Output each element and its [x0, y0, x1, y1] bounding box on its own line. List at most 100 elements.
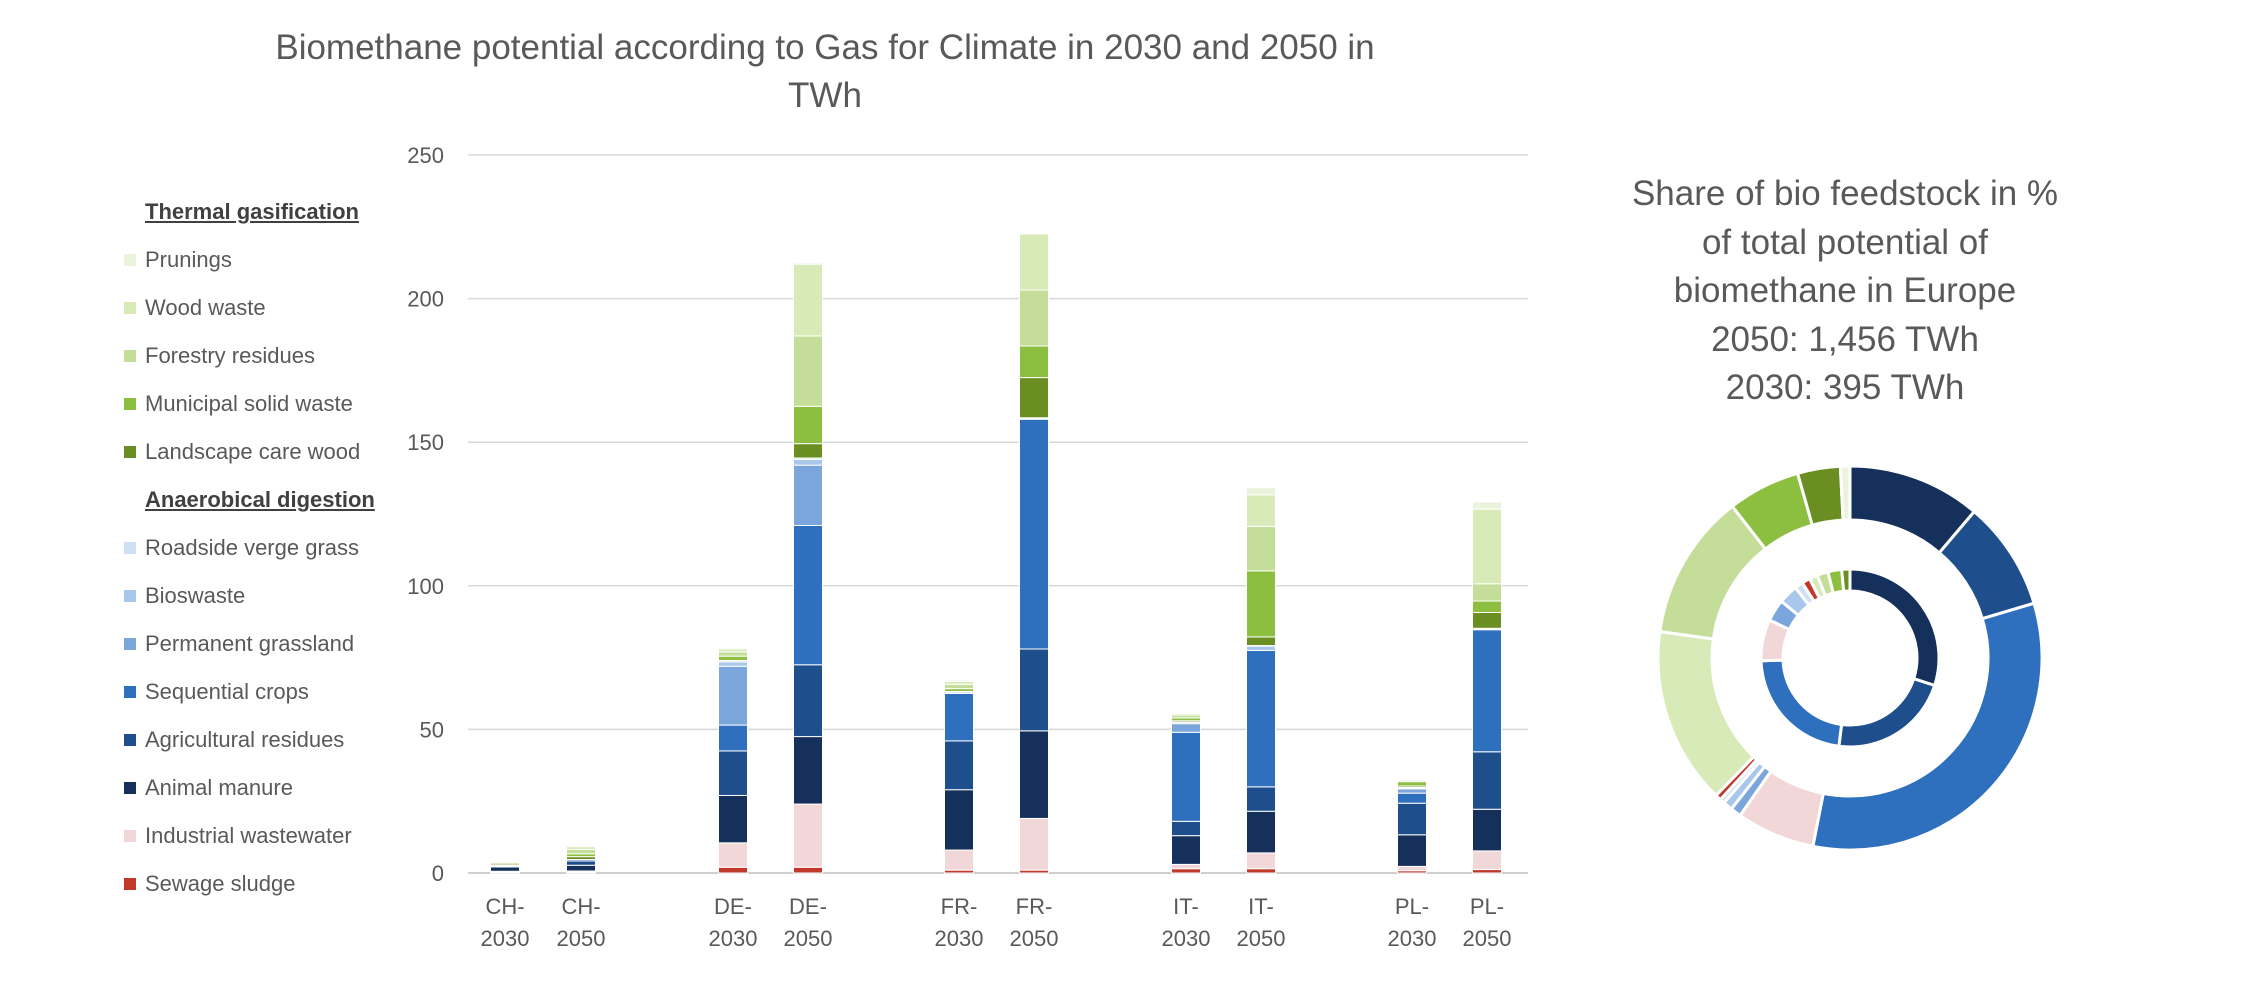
bar-segment-animal-manure: [793, 736, 823, 805]
bar-chart-title-line-2: TWh: [788, 76, 862, 115]
bar-segment-forestry-residues: [944, 683, 974, 690]
bar-segment-industrial-wastewater: [718, 842, 748, 868]
bar-stack-de-2050: [793, 262, 823, 874]
x-tick-label: IT-: [1173, 894, 1199, 919]
bar-segment-forestry-residues: [1472, 583, 1502, 602]
legend-label: Municipal solid waste: [145, 391, 353, 416]
bar-segment-wood-waste: [1472, 508, 1502, 585]
bar-segment-sewage-sludge: [1246, 868, 1276, 874]
x-tick-label: FR-: [941, 894, 978, 919]
bar-segment-prunings: [566, 845, 596, 848]
bar-segment-animal-manure: [718, 794, 748, 844]
legend-item-roadside-verge-grass: Roadside verge grass: [122, 524, 422, 572]
bar-segment-forestry-residues: [1019, 289, 1049, 347]
bar-segment-agricultural-residues: [1246, 786, 1276, 812]
bar-segment-sequential-crops: [1019, 418, 1049, 650]
stacked-bar-chart: 0 50 100 150 200 250 CH- 2030 CH- 2050 DE- 2030 DE- 2…: [407, 143, 1528, 951]
legend-item-landscape-care-wood: Landscape care wood: [122, 428, 422, 476]
legend-item-animal-manure: Animal manure: [122, 764, 422, 812]
bar-segment-sequential-crops: [1171, 731, 1201, 822]
legend-swatch-sequential-crops: [124, 686, 136, 698]
legend-label: Animal manure: [145, 775, 293, 800]
legend-swatch-sewage-sludge: [124, 878, 136, 890]
donut-slice-landscape-care-wood: [1839, 567, 1852, 593]
donut-slice-sequential-crops: [1759, 658, 1844, 748]
bar-segment-agricultural-residues: [566, 860, 596, 866]
bar-segment-sequential-crops: [793, 524, 823, 666]
bar-segment-permanent-grassland: [1397, 788, 1427, 794]
bar-segment-sewage-sludge: [793, 866, 823, 874]
bar-segment-forestry-residues: [718, 651, 748, 657]
bar-segment-industrial-wastewater: [1397, 865, 1427, 872]
legend-swatch-roadside-verge-grass: [124, 542, 136, 554]
legend-swatch-prunings: [124, 254, 136, 266]
bar-stack-de-2030: [718, 647, 748, 874]
bar-segment-prunings: [793, 262, 823, 265]
bar-segment-sequential-crops: [1472, 629, 1502, 753]
bar-stack-fr-2030: [944, 679, 974, 874]
y-axis: 0 50 100 150 200 250: [407, 143, 444, 886]
bar-segment-landscape-care-wood: [1019, 377, 1049, 419]
legend-swatch-agricultural-residues: [124, 734, 136, 746]
bar-segment-forestry-residues: [1246, 525, 1276, 572]
bar-segment-wood-waste: [1246, 494, 1276, 527]
legend-item-bioswaste: Bioswaste: [122, 572, 422, 620]
bar-stack-it-2050: [1246, 487, 1276, 874]
bar-segment-prunings: [1472, 501, 1502, 510]
x-axis: CH- 2030 CH- 2050 DE- 2030 DE- 2050 FR- 2030 FR- 20…: [481, 894, 1512, 951]
donut-chart: [1656, 464, 2044, 852]
bar-segment-municipal-solid-waste: [1246, 570, 1276, 638]
legend-label: Prunings: [145, 247, 232, 272]
bar-segment-agricultural-residues: [1171, 820, 1201, 837]
bar-segment-sewage-sludge: [1171, 868, 1201, 874]
bar-segment-prunings: [1246, 487, 1276, 496]
legend-label: Sequential crops: [145, 679, 309, 704]
x-tick-label: 2050: [784, 926, 833, 951]
y-tick-label: 0: [432, 861, 444, 886]
bar-stack-fr-2050: [1019, 232, 1049, 874]
bar-segment-animal-manure: [1019, 730, 1049, 819]
donut-slice-animal-manure: [1848, 567, 1941, 688]
x-tick-label: 2050: [1463, 926, 1512, 951]
bar-stack-pl-2050: [1472, 501, 1502, 874]
legend-swatch-forestry-residues: [124, 350, 136, 362]
bar-segment-agricultural-residues: [793, 664, 823, 738]
legend-item-prunings: Prunings: [122, 236, 422, 284]
bar-segment-animal-manure: [490, 866, 520, 872]
bar-segment-animal-manure: [1246, 810, 1276, 854]
legend-swatch-permanent-grassland: [124, 638, 136, 650]
bar-segment-animal-manure: [1171, 835, 1201, 865]
x-tick-label: FR-: [1016, 894, 1053, 919]
legend-item-wood-waste: Wood waste: [122, 284, 422, 332]
x-tick-label: 2030: [935, 926, 984, 951]
bar-segment-animal-manure: [944, 789, 974, 851]
bar-segment-permanent-grassland: [793, 464, 823, 526]
y-tick-label: 150: [407, 430, 444, 455]
bar-stack-pl-2030: [1397, 778, 1427, 874]
legend-item-forestry-residues: Forestry residues: [122, 332, 422, 380]
donut-slice-prunings: [1838, 464, 1852, 522]
legend-label: Bioswaste: [145, 583, 246, 608]
bar-segment-agricultural-residues: [718, 750, 748, 796]
bar-segment-sewage-sludge: [718, 866, 748, 874]
legend-label: Sewage sludge: [145, 871, 296, 896]
bar-segment-sequential-crops: [1246, 649, 1276, 788]
legend-item-agricultural-residues: Agricultural residues: [122, 716, 422, 764]
y-tick-label: 250: [407, 143, 444, 168]
bar-segment-agricultural-residues: [1397, 802, 1427, 836]
bar-chart-title: Biomethane potential according to Gas fo…: [230, 24, 1420, 120]
legend-label: Landscape care wood: [145, 439, 361, 464]
legend-swatch-municipal-solid-waste: [124, 398, 136, 410]
bar-stack-ch-2030: [490, 860, 520, 874]
bar-segment-prunings: [944, 679, 974, 682]
x-tick-label: 2050: [557, 926, 606, 951]
bar-segment-wood-waste: [793, 263, 823, 337]
y-tick-label: 100: [407, 574, 444, 599]
legend-swatch-wood-waste: [124, 302, 136, 314]
bar-segment-animal-manure: [1397, 834, 1427, 867]
legend-label: Industrial wastewater: [145, 823, 352, 848]
legend-item-industrial-wastewater: Industrial wastewater: [122, 812, 422, 860]
bar-segment-industrial-wastewater: [1246, 852, 1276, 870]
legend-group-thermal-gasification: Thermal gasification: [145, 199, 359, 224]
donut-ring-2050: [1656, 464, 2044, 852]
